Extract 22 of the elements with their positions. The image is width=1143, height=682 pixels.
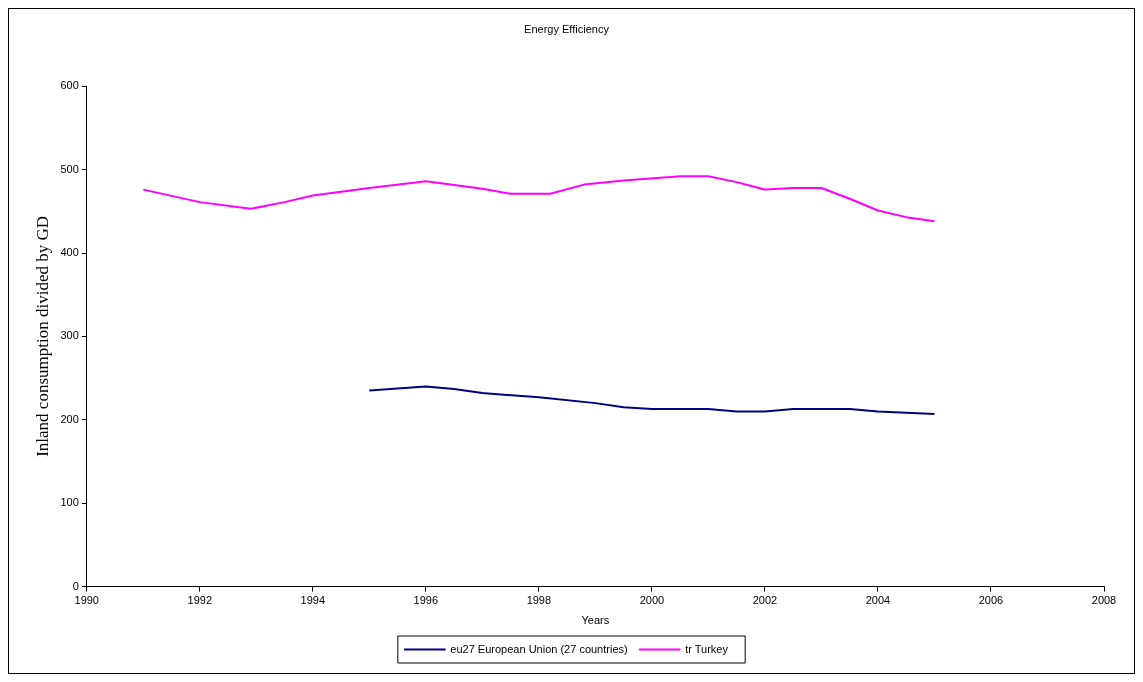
- x-tick-label: 1996: [413, 594, 439, 607]
- y-axis-title: Inland consumption divided by GD: [32, 215, 52, 457]
- chart-title: Energy Efficiency: [524, 22, 610, 35]
- x-tick-label: 1992: [187, 594, 213, 607]
- x-axis-title: Years: [581, 614, 610, 627]
- legend-label: eu27 European Union (27 countries): [450, 642, 628, 655]
- x-tick-label: 2006: [978, 594, 1004, 607]
- y-tick-label: 600: [60, 79, 79, 92]
- x-tick-label: 2004: [865, 594, 891, 607]
- y-tick-label: 200: [60, 412, 79, 425]
- x-tick-label: 1994: [300, 594, 326, 607]
- y-tick-label: 500: [60, 162, 79, 175]
- y-tick-label: 0: [72, 579, 79, 592]
- x-tick-label: 1998: [526, 594, 552, 607]
- y-tick-label: 100: [60, 496, 79, 509]
- x-tick-label: 2000: [639, 594, 665, 607]
- x-tick-label: 1990: [74, 594, 99, 607]
- x-tick-label: 2008: [1091, 594, 1117, 607]
- y-tick-label: 400: [60, 246, 79, 259]
- x-tick-label: 2002: [752, 594, 778, 607]
- y-tick-label: 300: [60, 329, 79, 342]
- legend-label: tr Turkey: [685, 642, 729, 655]
